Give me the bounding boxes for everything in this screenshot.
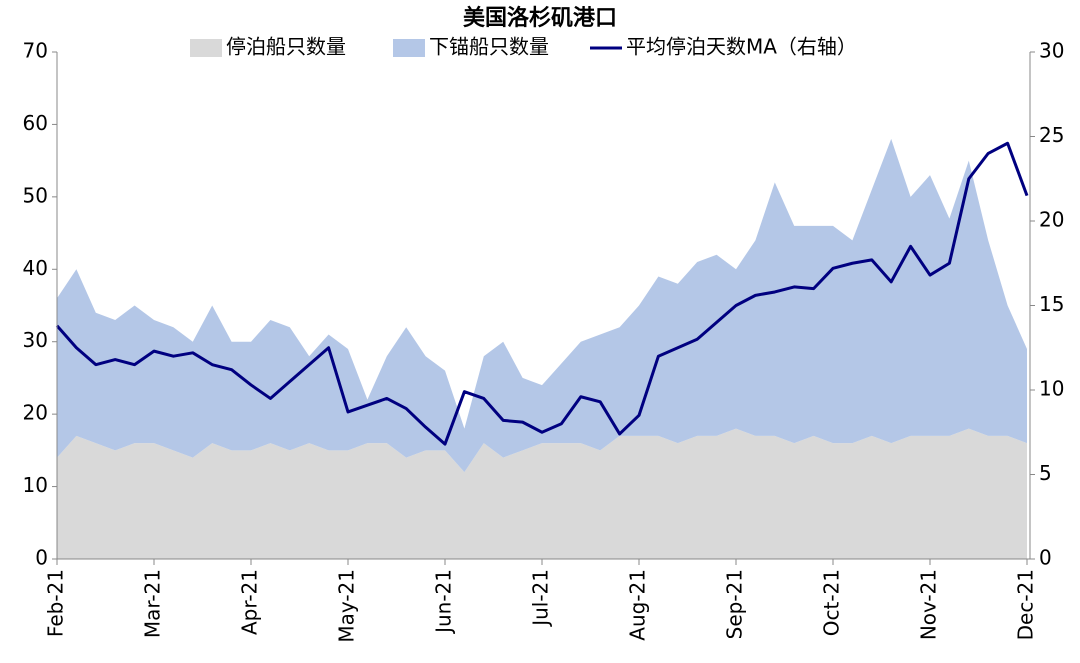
x-tick-label: Sep-21 bbox=[723, 569, 747, 639]
x-tick-label: Apr-21 bbox=[238, 569, 262, 635]
x-tick-label: Oct-21 bbox=[820, 569, 844, 636]
y-tick-label: 50 bbox=[23, 183, 48, 207]
chart-title: 美国洛杉矶港口 bbox=[463, 5, 617, 31]
x-tick-label: Jul-21 bbox=[529, 569, 553, 628]
legend-label: 平均停泊天数MA（右轴） bbox=[626, 35, 857, 59]
y2-tick-label: 30 bbox=[1039, 39, 1064, 63]
x-tick-label: Nov-21 bbox=[917, 569, 941, 640]
y-tick-label: 40 bbox=[23, 256, 48, 280]
legend-label: 停泊船只数量 bbox=[226, 35, 346, 59]
x-tick-label: May-21 bbox=[335, 569, 359, 643]
line bbox=[55, 141, 1029, 446]
x-tick-label: Feb-21 bbox=[44, 569, 68, 637]
x-tick-label: Mar-21 bbox=[141, 569, 165, 638]
x-tick-label: Aug-21 bbox=[626, 569, 650, 641]
x-tick-label: Jun-21 bbox=[432, 569, 456, 635]
area bbox=[57, 428, 1027, 559]
legend-swatch bbox=[190, 39, 222, 57]
y-tick-label: 0 bbox=[35, 546, 48, 570]
legend-label: 下锚船只数量 bbox=[429, 35, 549, 59]
y2-tick-label: 25 bbox=[1039, 123, 1064, 147]
y-tick-label: 30 bbox=[23, 328, 48, 352]
y-tick-label: 60 bbox=[23, 111, 48, 135]
y2-tick-label: 5 bbox=[1039, 461, 1052, 485]
y-tick-label: 70 bbox=[23, 39, 48, 63]
area bbox=[57, 138, 1027, 473]
y-tick-label: 20 bbox=[23, 401, 48, 425]
y2-tick-label: 20 bbox=[1039, 208, 1064, 232]
y-tick-label: 10 bbox=[23, 473, 48, 497]
y2-tick-label: 15 bbox=[1039, 292, 1064, 316]
y2-tick-label: 10 bbox=[1039, 377, 1064, 401]
x-tick-label: Dec-21 bbox=[1014, 569, 1038, 640]
y2-tick-label: 0 bbox=[1039, 546, 1052, 570]
legend-swatch bbox=[393, 39, 425, 57]
